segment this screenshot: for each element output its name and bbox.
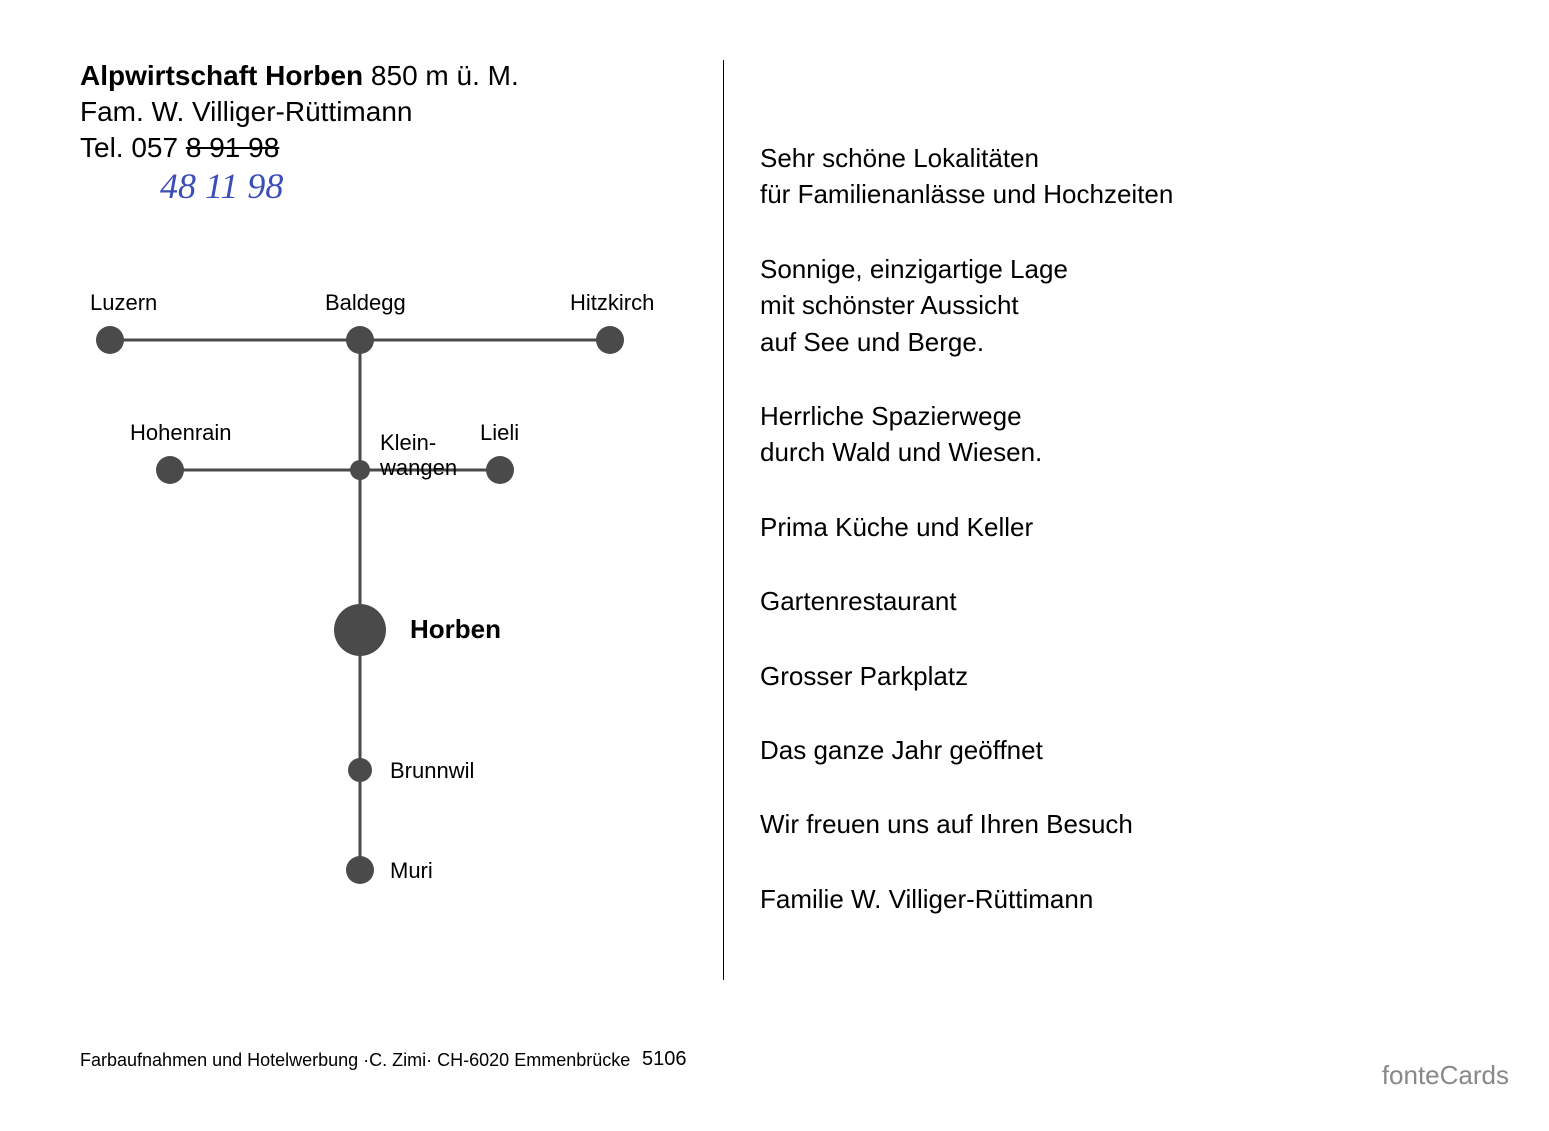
- map-label-hohenrain: Hohenrain: [130, 420, 232, 445]
- info-block-2: Herrliche Spazierwegedurch Wald und Wies…: [760, 398, 1400, 471]
- tel-prefix: Tel. 057: [80, 132, 186, 163]
- map-label-kleinwangen: Klein-: [380, 430, 436, 455]
- handwritten-number: 48 11 98: [160, 165, 283, 207]
- info-block-8: Familie W. Villiger-Rüttimann: [760, 881, 1400, 917]
- info-line: Sehr schöne Lokalitäten: [760, 140, 1400, 176]
- map-node-horben: [334, 604, 386, 656]
- map-node-hitzkirch: [596, 326, 624, 354]
- map-label-luzern: Luzern: [90, 290, 157, 315]
- info-line: Das ganze Jahr geöffnet: [760, 732, 1400, 768]
- info-line: Sonnige, einzigartige Lage: [760, 251, 1400, 287]
- footer-number: 5106: [642, 1048, 687, 1071]
- map-label-horben: Horben: [410, 614, 501, 644]
- map-svg: Luzern Baldegg Hitzkirch Hohenrain Klein-wan…: [80, 280, 680, 920]
- map-node-luzern: [96, 326, 124, 354]
- info-line: Gartenrestaurant: [760, 583, 1400, 619]
- header-title: Alpwirtschaft Horben 850 m ü. M.: [80, 60, 680, 92]
- map-label-hitzkirch: Hitzkirch: [570, 290, 654, 315]
- info-block-1: Sonnige, einzigartige Lagemit schönster …: [760, 251, 1400, 360]
- map-label-lieli: Lieli: [480, 420, 519, 445]
- map-label-muri: Muri: [390, 858, 433, 883]
- footer-text: Farbaufnahmen und Hotelwerbung ·C. Zimi·…: [80, 1050, 630, 1071]
- tel-strike: 8 91 98: [186, 132, 279, 163]
- map-node-kleinwangen: [350, 460, 370, 480]
- info-line: Familie W. Villiger-Rüttimann: [760, 881, 1400, 917]
- header-tel: Tel. 057 8 91 98: [80, 132, 680, 164]
- map-node-lieli: [486, 456, 514, 484]
- info-line: Herrliche Spazierwege: [760, 398, 1400, 434]
- info-line: Prima Küche und Keller: [760, 509, 1400, 545]
- title-bold: Alpwirtschaft Horben: [80, 60, 363, 91]
- title-rest: 850 m ü. M.: [363, 60, 519, 91]
- map-label-kleinwangen-2: wangen: [379, 455, 457, 480]
- right-panel: Sehr schöne Lokalitätenfür Familienanläs…: [760, 140, 1400, 955]
- info-line: für Familienanlässe und Hochzeiten: [760, 176, 1400, 212]
- header-family: Fam. W. Villiger-Rüttimann: [80, 96, 680, 128]
- info-block-5: Grosser Parkplatz: [760, 658, 1400, 694]
- map-node-baldegg: [346, 326, 374, 354]
- map-node-brunnwil: [348, 758, 372, 782]
- info-block-4: Gartenrestaurant: [760, 583, 1400, 619]
- watermark: fonteCards: [1382, 1060, 1509, 1091]
- map-label-baldegg: Baldegg: [325, 290, 406, 315]
- info-block-0: Sehr schöne Lokalitätenfür Familienanläs…: [760, 140, 1400, 213]
- info-line: durch Wald und Wiesen.: [760, 434, 1400, 470]
- info-block-6: Das ganze Jahr geöffnet: [760, 732, 1400, 768]
- info-line: Grosser Parkplatz: [760, 658, 1400, 694]
- left-panel: Alpwirtschaft Horben 850 m ü. M. Fam. W.…: [80, 60, 680, 164]
- map-label-brunnwil: Brunnwil: [390, 758, 474, 783]
- map-node-hohenrain: [156, 456, 184, 484]
- info-line: Wir freuen uns auf Ihren Besuch: [760, 806, 1400, 842]
- vertical-divider: [723, 60, 724, 980]
- info-block-7: Wir freuen uns auf Ihren Besuch: [760, 806, 1400, 842]
- info-line: mit schönster Aussicht: [760, 287, 1400, 323]
- map-node-muri: [346, 856, 374, 884]
- info-line: auf See und Berge.: [760, 324, 1400, 360]
- info-block-3: Prima Küche und Keller: [760, 509, 1400, 545]
- map-diagram: Luzern Baldegg Hitzkirch Hohenrain Klein-wan…: [80, 280, 680, 920]
